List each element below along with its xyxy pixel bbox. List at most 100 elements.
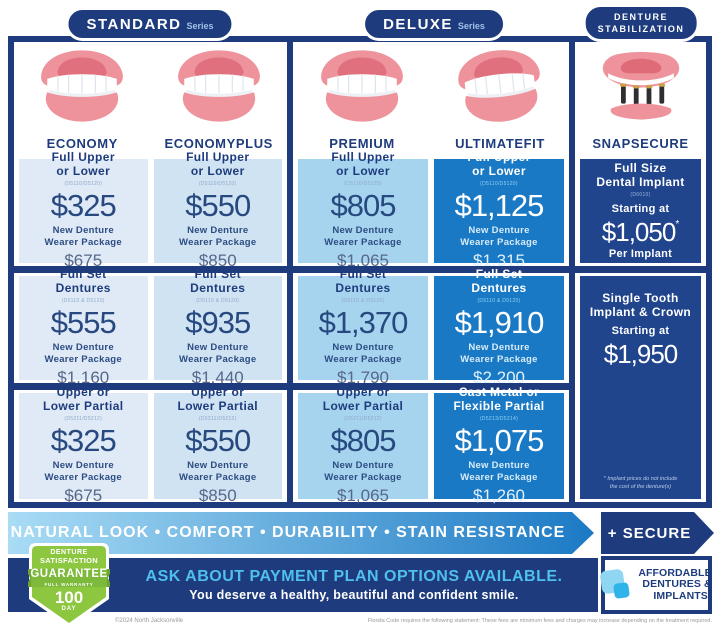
package-label: New Denture Wearer Package	[460, 224, 538, 248]
standard-section: ECONOMY ECONOMYPLUS Full Upper or Lower …	[14, 42, 287, 505]
package-label: New Denture Wearer Package	[44, 341, 122, 365]
pricing-frame: ECONOMY ECONOMYPLUS Full Upper or Lower …	[8, 36, 712, 508]
price-cell: Full Upper or Lower (D5110/D5120) $805 N…	[298, 151, 428, 270]
dental-code: (D5110 & D5120)	[196, 297, 240, 304]
package-label: New Denture Wearer Package	[44, 224, 122, 248]
price-cell-title: Upper or Lower Partial	[42, 385, 124, 414]
price-value: $1,075	[454, 422, 545, 458]
per-implant-label: Per Implant	[608, 247, 673, 260]
denture-image-economyplus	[151, 45, 288, 127]
badge-suffix: Series	[457, 21, 485, 31]
price-value: $1,910	[454, 304, 545, 340]
standard-image-row	[14, 42, 287, 130]
denture-stabilization-badge: DENTURE STABILIZATION	[582, 4, 700, 42]
column-label-economyplus: ECONOMYPLUS	[164, 135, 273, 151]
column-label-snapsecure: SNAPSECURE	[592, 135, 689, 151]
price-cell-title: Full Set Dentures	[55, 267, 111, 296]
dental-code: (D6010)	[630, 191, 651, 198]
price-number: $1,050	[601, 216, 677, 247]
secure-banner: + SECURE	[601, 512, 714, 554]
denture-image-ultimatefit	[431, 45, 569, 127]
stabilization-section: SNAPSECURE Full Size Dental Implant (D60…	[575, 42, 706, 502]
price-cell: Full Set Dentures (D5110 & D5120) $1,370…	[298, 268, 428, 387]
features-text: NATURAL LOOK • COMFORT • DURABILITY • ST…	[10, 524, 566, 541]
dental-code: (D5211/D5212)	[344, 415, 382, 422]
price-value: $550	[185, 422, 251, 458]
column-label-ultimatefit: ULTIMATEFIT	[455, 135, 545, 151]
package-price: $1,160	[57, 367, 110, 387]
row-divider	[293, 266, 569, 273]
asterisk: *	[675, 218, 680, 230]
starting-at-label: Starting at	[611, 324, 670, 337]
price-value: $325	[50, 422, 117, 458]
price-value: $1,050*	[602, 219, 679, 245]
price-value: $805	[330, 187, 397, 223]
dental-code: (D5110 & D5120)	[477, 297, 521, 304]
standard-series-badge: STANDARD Series	[65, 7, 235, 41]
badge-title: STANDARD	[86, 15, 182, 33]
price-cell: Cast Metal or Flexible Partial (D5213/D5…	[434, 386, 564, 505]
logo-implants: IMPLANTS	[653, 589, 708, 602]
deluxe-series-badge: DELUXE Series	[362, 7, 506, 41]
dental-code: (D5211/D5212)	[64, 415, 103, 422]
price-cell: Full Set Dentures (D5110 & D5120) $1,910…	[434, 268, 564, 387]
package-price: $1,790	[337, 367, 389, 387]
price-cell-title: Full Upper or Lower	[331, 150, 395, 179]
price-cell-title: Full Upper or Lower	[467, 150, 531, 179]
package-price: $675	[64, 250, 103, 270]
price-cell: Upper or Lower Partial (D5211/D5212) $80…	[298, 386, 428, 505]
dental-code: (D5110/D5120)	[480, 180, 518, 187]
package-label: New Denture Wearer Package	[460, 459, 538, 483]
guarantee-band: GUARANTEE	[30, 568, 108, 580]
price-value: $325	[50, 187, 117, 223]
dental-code: (D5110/D5120)	[344, 180, 382, 187]
column-label-economy: ECONOMY	[46, 135, 118, 151]
starting-at-label: Starting at	[611, 202, 670, 215]
column-label-premium: PREMIUM	[329, 135, 395, 151]
price-value: $805	[330, 422, 397, 458]
denture-image-economy	[14, 45, 151, 127]
guarantee-line-2: SATISFACTION	[39, 556, 99, 565]
secure-text: + SECURE	[607, 524, 692, 542]
price-cell-title: Full Set Dentures	[335, 267, 391, 296]
badge-title: DELUXE	[383, 15, 453, 33]
price-cell: Upper or Lower Partial (D5211/D5212) $55…	[153, 386, 282, 505]
price-cell: Single Tooth Implant & Crown Starting at…	[580, 276, 701, 499]
row-divider	[14, 266, 287, 273]
price-cell: Full Set Dentures (D5110 & D5120) $935 N…	[153, 268, 282, 387]
package-price: $850	[198, 485, 237, 505]
deluxe-image-row	[293, 42, 569, 130]
registered-mark: ®	[707, 589, 712, 596]
dental-code: (D5110 & D5120)	[341, 297, 385, 304]
row-divider	[575, 266, 706, 273]
guarantee-unit: DAY	[61, 606, 77, 612]
price-value: $1,950	[603, 338, 679, 369]
price-cell: Full Upper or Lower (D5110/D5120) $1,125…	[434, 151, 564, 270]
price-cell-title: Full Upper or Lower	[186, 150, 250, 179]
price-value: $1,125	[454, 187, 545, 223]
package-price: $1,440	[191, 367, 244, 387]
package-price: $1,065	[337, 250, 389, 270]
shield-icon	[28, 543, 110, 627]
package-label: New Denture Wearer Package	[324, 341, 402, 365]
stabilization-image-row	[575, 42, 706, 130]
package-label: New Denture Wearer Package	[44, 459, 122, 483]
badge-title: DENTURE STABILIZATION	[597, 11, 685, 34]
price-cell-title: Full Set Dentures	[471, 267, 527, 296]
row-divider	[293, 383, 569, 390]
price-cell-title: Single Tooth Implant & Crown	[589, 291, 692, 319]
footer-disclaimer: Florida Code requires the following stat…	[367, 618, 712, 624]
payment-plan-headline: ASK ABOUT PAYMENT PLAN OPTIONS AVAILABLE…	[145, 568, 563, 585]
denture-image-snapsecure	[575, 48, 706, 124]
package-price: $1,260	[473, 485, 525, 505]
package-label: New Denture Wearer Package	[460, 341, 538, 365]
badge-suffix: Series	[186, 21, 214, 31]
denture-image-premium	[293, 45, 431, 127]
package-price: $1,065	[337, 485, 389, 505]
price-cell-title: Cast Metal or Flexible Partial	[453, 385, 545, 414]
package-price: $850	[198, 250, 237, 270]
brand-logo: AFFORDABLE DENTURES & IMPLANTS®	[599, 556, 712, 614]
price-cell-title: Full Set Dentures	[190, 267, 246, 296]
price-cell: Full Set Dentures (D5110 & D5120) $555 N…	[19, 268, 148, 387]
